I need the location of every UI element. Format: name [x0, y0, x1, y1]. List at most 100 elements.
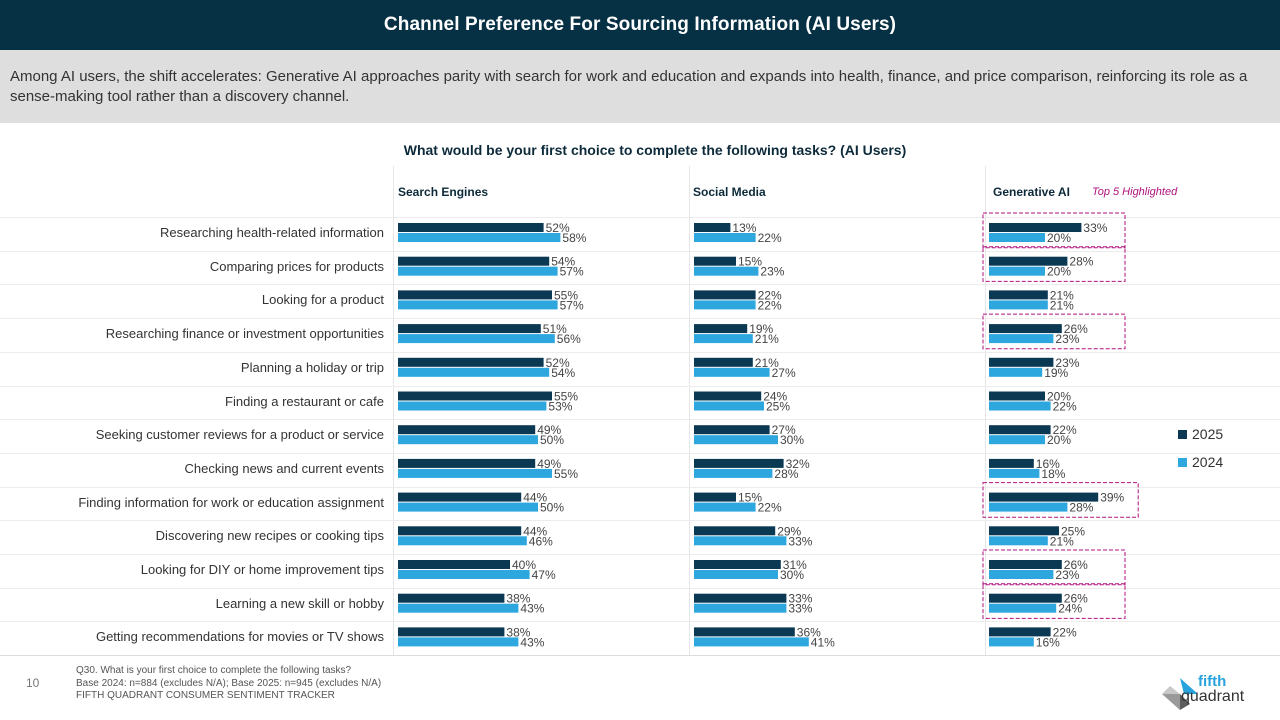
bar-2025 — [989, 290, 1048, 300]
data-label-2025: 38% — [506, 592, 530, 606]
fifth-quadrant-logo: fifth quadrant — [1160, 674, 1270, 714]
data-label-2024: 28% — [1069, 501, 1093, 515]
data-label-2025: 49% — [537, 423, 561, 437]
data-label-2024: 47% — [532, 568, 556, 582]
data-label-2024: 46% — [529, 534, 553, 548]
logo-text-quadrant: quadrant — [1181, 688, 1245, 705]
data-label-2025: 16% — [1036, 457, 1060, 471]
category-label: Planning a holiday or trip — [240, 359, 384, 375]
data-label-2024: 30% — [780, 433, 804, 447]
bar-2024 — [398, 502, 538, 512]
category-label: Learning a new skill or hobby — [215, 595, 384, 611]
bar-2024 — [398, 233, 561, 242]
bar-2025 — [398, 256, 550, 266]
bar-2024 — [398, 401, 547, 411]
data-label-2025: 38% — [506, 625, 530, 639]
bar-2024 — [398, 637, 519, 647]
row-separator — [0, 351, 1280, 353]
data-label-2025: 55% — [554, 390, 578, 404]
bar-2024 — [694, 233, 756, 242]
bar-2024 — [989, 266, 1045, 276]
top5-highlight-box — [982, 549, 1126, 586]
data-label-2024: 22% — [758, 501, 782, 515]
data-label-2025: 29% — [777, 524, 801, 538]
bar-2024 — [398, 603, 519, 613]
bar-2025 — [398, 526, 522, 536]
bar-2024 — [398, 536, 527, 546]
category-label: Seeking customer reviews for a product o… — [95, 427, 384, 443]
bar-2025 — [694, 256, 736, 266]
data-label-2025: 26% — [1064, 592, 1088, 606]
top5-highlight-box — [982, 313, 1126, 350]
panel-divider — [985, 166, 986, 656]
bar-2024 — [989, 536, 1048, 546]
data-label-2024: 54% — [551, 366, 575, 380]
bar-2025 — [989, 357, 1054, 367]
data-label-2025: 39% — [1100, 491, 1124, 505]
panel-header-generative-ai: Generative AI — [993, 185, 1070, 199]
bar-2025 — [694, 560, 781, 569]
data-label-2025: 25% — [1061, 524, 1085, 538]
bar-2024 — [989, 570, 1054, 579]
bar-2024 — [694, 334, 753, 344]
bar-2024 — [398, 468, 552, 478]
legend-swatch-2025 — [1178, 429, 1187, 439]
data-label-2024: 58% — [562, 231, 586, 245]
row-separator — [0, 587, 1280, 589]
bar-2025 — [989, 458, 1034, 468]
data-label-2025: 55% — [554, 288, 578, 302]
data-label-2024: 27% — [772, 366, 796, 380]
category-label: Comparing prices for products — [209, 258, 384, 274]
data-label-2024: 21% — [1050, 534, 1074, 548]
bar-2025 — [989, 492, 1099, 502]
data-label-2024: 20% — [1047, 433, 1071, 447]
data-label-2025: 40% — [512, 558, 536, 572]
data-label-2024: 50% — [540, 501, 564, 515]
row-separator — [0, 385, 1280, 387]
data-label-2024: 19% — [1044, 366, 1068, 380]
bar-2024 — [398, 334, 555, 344]
panel-header-social-media: Social Media — [693, 185, 766, 199]
data-label-2024: 18% — [1041, 467, 1065, 481]
row-separator — [0, 486, 1280, 488]
data-label-2024: 43% — [520, 602, 544, 616]
bar-2024 — [989, 300, 1048, 310]
data-label-2025: 27% — [772, 423, 796, 437]
data-label-2025: 32% — [786, 457, 810, 471]
footer-divider — [0, 655, 1280, 656]
bar-2024 — [989, 502, 1068, 512]
data-label-2024: 53% — [548, 400, 572, 414]
data-label-2024: 20% — [1047, 265, 1071, 279]
bar-2025 — [398, 492, 522, 502]
panel-header-search-engines: Search Engines — [398, 185, 489, 199]
bar-2024 — [989, 367, 1043, 377]
bar-2024 — [398, 570, 530, 579]
bar-2025 — [398, 627, 505, 637]
bar-2024 — [694, 300, 756, 310]
data-label-2025: 44% — [523, 491, 547, 505]
bar-2025 — [398, 593, 505, 603]
row-separator — [0, 217, 1280, 218]
data-label-2024: 56% — [557, 332, 581, 346]
data-label-2024: 21% — [755, 332, 779, 346]
bar-2025 — [989, 223, 1082, 232]
bar-2024 — [989, 233, 1045, 242]
row-separator — [0, 318, 1280, 320]
bar-2024 — [694, 435, 778, 445]
data-label-2025: 22% — [1053, 423, 1077, 437]
data-label-2025: 13% — [732, 221, 756, 235]
bar-2025 — [694, 357, 753, 367]
row-separator — [0, 284, 1280, 286]
data-label-2024: 50% — [540, 433, 564, 447]
data-label-2025: 15% — [738, 255, 762, 269]
bar-2024 — [989, 468, 1040, 478]
bar-2024 — [398, 266, 558, 276]
bar-2025 — [989, 560, 1062, 569]
bar-2025 — [694, 458, 784, 468]
row-separator — [0, 419, 1280, 421]
data-label-2024: 25% — [766, 400, 790, 414]
data-label-2024: 23% — [1055, 568, 1079, 582]
data-label-2024: 30% — [780, 568, 804, 582]
category-label: Researching finance or investment opport… — [105, 326, 384, 342]
top5-highlight-box — [982, 246, 1126, 282]
